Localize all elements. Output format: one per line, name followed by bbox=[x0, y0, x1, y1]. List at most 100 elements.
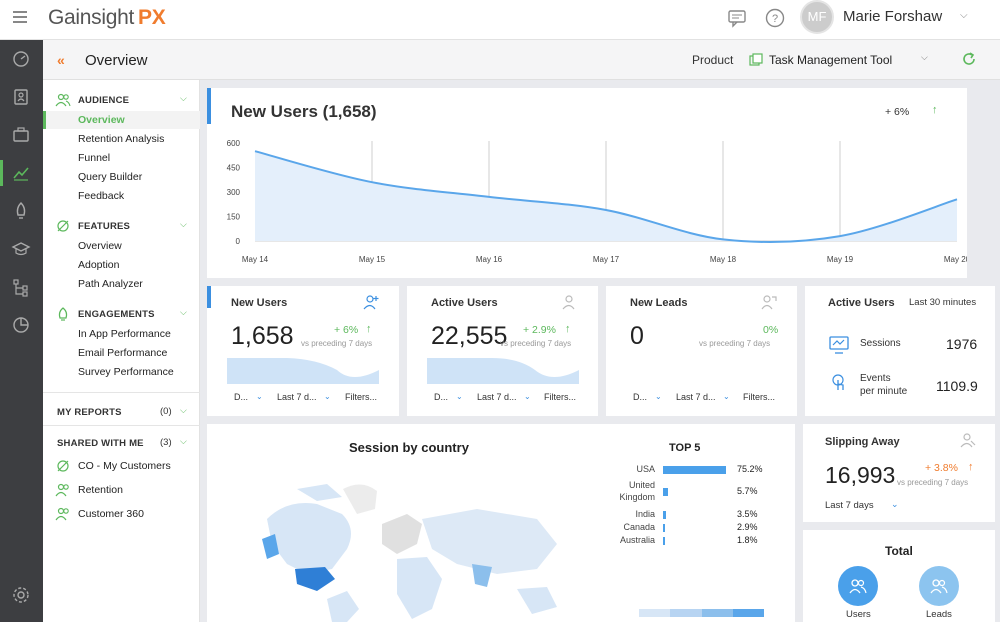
chart-x-tick: May 16 bbox=[476, 255, 503, 264]
add-user-icon[interactable] bbox=[363, 294, 379, 310]
top5-country: Kingdom bbox=[619, 492, 655, 502]
card-title: Active Users bbox=[828, 297, 895, 309]
filter-dimension[interactable]: D... bbox=[633, 392, 648, 402]
filter-filters[interactable]: Filters... bbox=[345, 392, 378, 402]
session-by-country-card: Session by country TOP 5 USA 75.2% United K… bbox=[207, 424, 795, 622]
sessions-value: 1976 bbox=[946, 336, 978, 352]
analytics-icon[interactable] bbox=[10, 162, 32, 184]
nav-item-retention-analysis[interactable]: Retention Analysis bbox=[78, 133, 165, 145]
nav-section-title: SHARED WITH ME bbox=[57, 438, 144, 449]
chart-x-tick: May 15 bbox=[359, 255, 386, 264]
nav-item-feedback[interactable]: Feedback bbox=[78, 190, 125, 202]
pie-chart-icon[interactable] bbox=[10, 314, 32, 336]
top5-country: United bbox=[628, 480, 655, 490]
logo[interactable]: Gainsight PX bbox=[48, 6, 166, 30]
nav-divider bbox=[43, 392, 200, 393]
graduation-cap-icon[interactable] bbox=[10, 238, 32, 260]
shared-item-co-my-customers[interactable]: CO - My Customers bbox=[55, 457, 200, 475]
chat-icon[interactable] bbox=[727, 8, 747, 28]
logo-suffix: PX bbox=[138, 6, 166, 29]
chevron-down-icon[interactable]: ⌵ bbox=[960, 10, 968, 21]
user-name[interactable]: Marie Forshaw bbox=[843, 8, 943, 25]
chevron-down-icon[interactable]: ⌄ bbox=[655, 392, 662, 401]
total-card: Total Users Leads bbox=[803, 530, 995, 622]
settings-icon[interactable] bbox=[10, 584, 32, 606]
chevron-down-icon[interactable]: ⌵ bbox=[180, 436, 187, 446]
top5-pct: 5.7% bbox=[737, 486, 758, 496]
filter-dimension[interactable]: D... bbox=[434, 392, 449, 402]
my-reports-count: (0) bbox=[160, 406, 172, 417]
sub-header: « Overview Product Task Management Tool … bbox=[43, 40, 1000, 80]
dashboard-icon[interactable] bbox=[10, 48, 32, 70]
chevron-down-icon[interactable]: ⌄ bbox=[891, 499, 899, 509]
top5-country: Australia bbox=[619, 535, 655, 545]
nav-item-overview[interactable]: Overview bbox=[78, 114, 125, 126]
nav-section-features[interactable]: FEATURES ⌵ bbox=[43, 216, 200, 236]
arrow-up-icon: ↑ bbox=[932, 104, 938, 116]
nav-item-survey-performance[interactable]: Survey Performance bbox=[78, 366, 174, 378]
nav-section-title: FEATURES bbox=[78, 221, 131, 232]
nav-section-audience[interactable]: AUDIENCE ⌵ bbox=[43, 90, 200, 110]
metric-title: New Users bbox=[231, 297, 288, 309]
chevron-down-icon[interactable]: ⌄ bbox=[256, 392, 263, 401]
hierarchy-icon[interactable] bbox=[10, 276, 32, 298]
map-title: Session by country bbox=[349, 440, 469, 455]
shared-item-customer-360[interactable]: Customer 360 bbox=[55, 505, 200, 523]
nav-item-funnel[interactable]: Funnel bbox=[78, 152, 111, 164]
chevron-down-icon[interactable]: ⌄ bbox=[524, 392, 531, 401]
metric-change: + 6% bbox=[334, 324, 359, 336]
lead-icon[interactable] bbox=[761, 294, 777, 310]
refresh-icon[interactable] bbox=[960, 50, 978, 68]
metric-card-active-users: Active Users 22,555 + 2.9% ↑ vs precedin… bbox=[407, 286, 598, 416]
product-icon bbox=[749, 53, 763, 66]
contacts-icon[interactable] bbox=[10, 86, 32, 108]
nav-item-adoption[interactable]: Adoption bbox=[78, 259, 120, 271]
chevron-down-icon[interactable]: ⌵ bbox=[180, 93, 187, 103]
user-slipping-icon[interactable] bbox=[960, 432, 976, 448]
help-icon[interactable]: ? bbox=[765, 8, 785, 28]
chevron-down-icon[interactable]: ⌵ bbox=[180, 307, 187, 317]
nav-section-shared-with-me[interactable]: SHARED WITH ME (3) ⌵ bbox=[43, 433, 200, 453]
active-user-icon[interactable] bbox=[562, 294, 578, 310]
nav-section-engagements[interactable]: ENGAGEMENTS ⌵ bbox=[43, 304, 200, 324]
product-select[interactable]: Task Management Tool ⌵ bbox=[743, 48, 943, 72]
chevron-down-icon[interactable]: ⌵ bbox=[180, 219, 187, 229]
arrow-up-icon: ↑ bbox=[968, 461, 974, 473]
product-value: Task Management Tool bbox=[769, 53, 893, 67]
nav-item-in-app-performance[interactable]: In App Performance bbox=[78, 328, 171, 340]
filter-dimension[interactable]: D... bbox=[234, 392, 249, 402]
filter-period[interactable]: Last 7 d... bbox=[477, 392, 517, 402]
nav-item-email-performance[interactable]: Email Performance bbox=[78, 347, 168, 359]
chart-title: New Users (1,658) bbox=[231, 102, 377, 121]
slipping-away-period[interactable]: Last 7 days bbox=[825, 500, 874, 511]
chart-y-tick: 0 bbox=[236, 237, 241, 246]
leads-circle[interactable] bbox=[919, 566, 959, 606]
chart-y-tick: 300 bbox=[227, 188, 241, 197]
chart-x-tick: May 20 bbox=[944, 255, 967, 264]
shared-item-retention[interactable]: Retention bbox=[55, 481, 200, 499]
chevron-down-icon[interactable]: ⌄ bbox=[723, 392, 730, 401]
nav-section-my-reports[interactable]: MY REPORTS (0) ⌵ bbox=[43, 402, 200, 422]
rocket-icon[interactable] bbox=[10, 200, 32, 222]
nav-item-query-builder[interactable]: Query Builder bbox=[78, 171, 143, 183]
filter-filters[interactable]: Filters... bbox=[743, 392, 776, 402]
briefcase-icon[interactable] bbox=[10, 124, 32, 146]
filter-period[interactable]: Last 7 d... bbox=[277, 392, 317, 402]
collapse-icon[interactable]: « bbox=[57, 52, 65, 68]
top5-title: TOP 5 bbox=[669, 442, 701, 454]
filter-period[interactable]: Last 7 d... bbox=[676, 392, 716, 402]
avatar[interactable]: MF bbox=[800, 0, 834, 34]
menu-icon[interactable] bbox=[13, 11, 27, 23]
nav-divider bbox=[43, 425, 200, 426]
nav-item-features-overview[interactable]: Overview bbox=[78, 240, 122, 252]
metric-sub: vs preceding 7 days bbox=[500, 339, 572, 348]
chevron-down-icon[interactable]: ⌄ bbox=[324, 392, 331, 401]
users-circle[interactable] bbox=[838, 566, 878, 606]
nav-item-path-analyzer[interactable]: Path Analyzer bbox=[78, 278, 143, 290]
chevron-down-icon[interactable]: ⌄ bbox=[456, 392, 463, 401]
product-label: Product bbox=[692, 53, 734, 67]
chevron-down-icon[interactable]: ⌵ bbox=[180, 405, 187, 415]
filter-row: D... ⌄ Last 7 d... ⌄ Filters... bbox=[207, 392, 399, 406]
filter-filters[interactable]: Filters... bbox=[544, 392, 577, 402]
chart-y-tick: 150 bbox=[227, 213, 241, 222]
